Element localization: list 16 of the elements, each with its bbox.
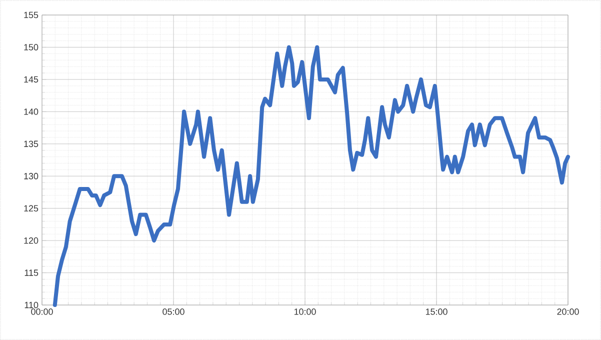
x-tick-label: 00:00 <box>31 308 53 315</box>
x-tick-label: 20:00 <box>557 308 579 315</box>
y-tick-label: 130 <box>24 172 38 180</box>
x-tick-label: 15:00 <box>426 308 448 315</box>
y-tick-label: 110 <box>24 302 38 308</box>
y-tick-label: 120 <box>24 237 38 244</box>
line-series <box>52 45 570 307</box>
y-tick-label: 145 <box>24 76 38 83</box>
x-tick-label: 10:00 <box>294 308 316 315</box>
y-tick-label: 150 <box>24 44 38 50</box>
y-tick-label: 155 <box>24 12 38 18</box>
y-tick-label: 115 <box>24 270 38 276</box>
x-tick-label: 05:00 <box>162 308 184 315</box>
y-tick-label: 125 <box>24 205 38 212</box>
y-tick-label: 140 <box>24 108 38 115</box>
y-tick-label: 135 <box>24 140 38 148</box>
